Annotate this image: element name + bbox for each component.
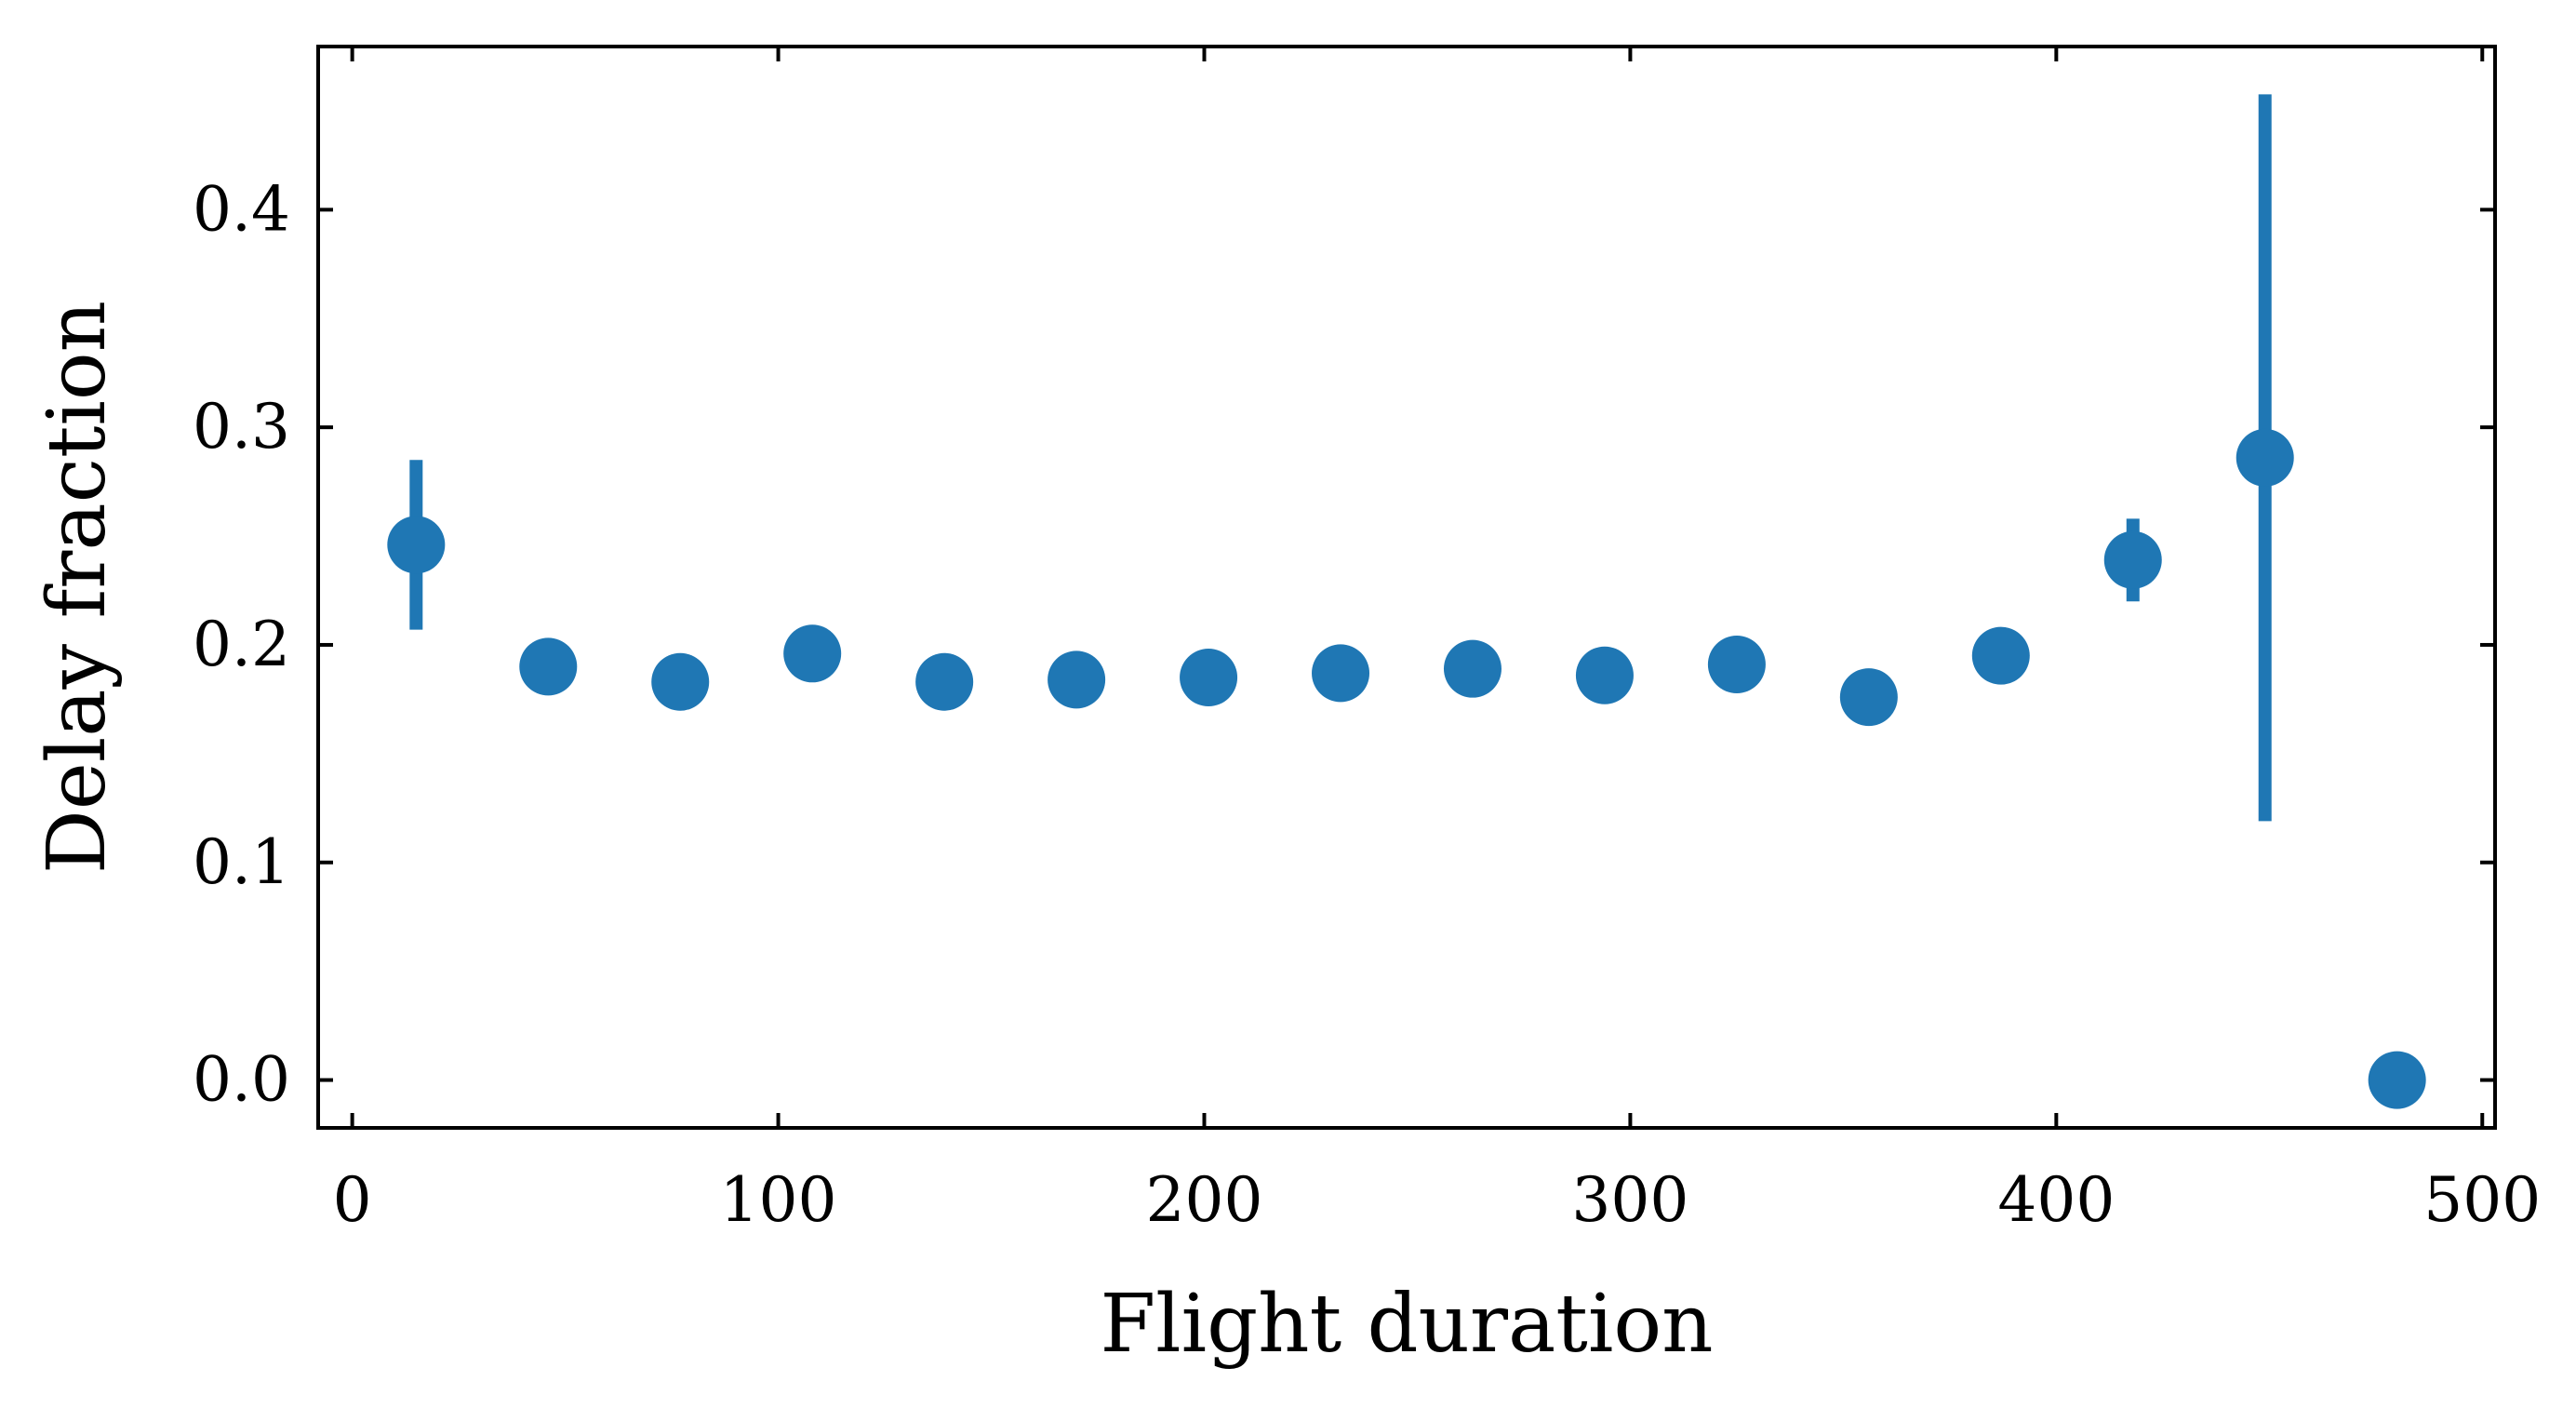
x-tick-labels: 0 100 200 300 400 500 [333, 1164, 2542, 1236]
y-tick-label: 0.0 [193, 1044, 290, 1116]
error-bars [409, 94, 2272, 822]
data-point [915, 652, 974, 711]
axis-ticks [318, 47, 2495, 1128]
x-tick-label: 100 [720, 1164, 837, 1236]
y-tick-labels: 0.0 0.1 0.2 0.3 0.4 [193, 173, 290, 1115]
data-point [1707, 636, 1766, 693]
data-point [1839, 668, 1898, 727]
data-point [2236, 428, 2294, 487]
data-point [651, 652, 710, 711]
data-point [783, 624, 842, 683]
x-tick-label: 500 [2423, 1164, 2541, 1236]
data-point [1312, 644, 1370, 703]
y-axis-title: Delay fraction [31, 301, 124, 874]
y-tick-label: 0.2 [193, 609, 290, 680]
x-tick-label: 200 [1145, 1164, 1262, 1236]
y-tick-label: 0.3 [193, 391, 290, 463]
x-tick-label: 400 [1997, 1164, 2115, 1236]
data-point [1971, 626, 2030, 685]
data-point [1443, 639, 1502, 698]
y-tick-label: 0.1 [193, 826, 290, 898]
x-tick-label: 300 [1571, 1164, 1688, 1236]
y-tick-label: 0.4 [193, 173, 290, 245]
plot-frame [316, 45, 2497, 1130]
data-point [387, 516, 446, 574]
x-tick-label: 0 [333, 1164, 372, 1236]
data-point [1180, 649, 1238, 707]
data-point [1048, 650, 1106, 709]
data-point [1575, 646, 1634, 704]
data-point [519, 637, 578, 696]
data-point [2368, 1051, 2426, 1109]
data-point [2103, 530, 2162, 589]
x-axis-title: Flight duration [1100, 1278, 1713, 1371]
data-points [387, 428, 2426, 1109]
